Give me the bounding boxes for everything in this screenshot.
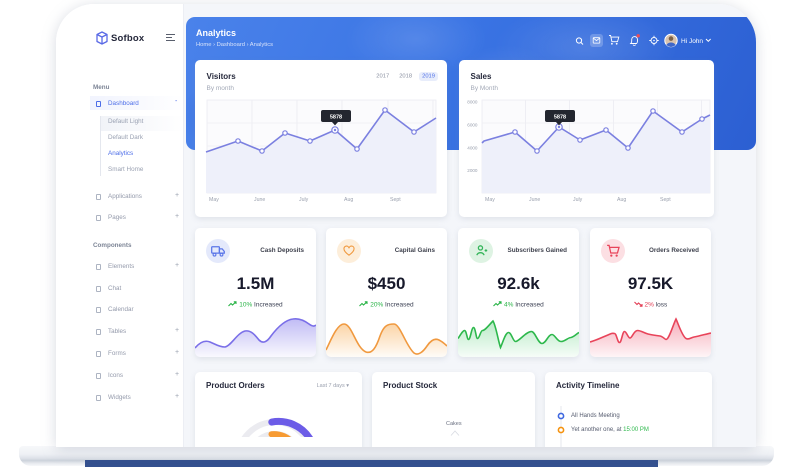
svg-text:2000: 2000 xyxy=(467,168,478,173)
svg-text:Sept: Sept xyxy=(390,197,401,203)
svg-text:June: June xyxy=(529,197,540,203)
svg-text:4000: 4000 xyxy=(467,146,478,151)
svg-text:5878: 5878 xyxy=(554,115,566,121)
svg-text:Hi John: Hi John xyxy=(681,38,703,45)
svg-text:6000: 6000 xyxy=(467,123,478,128)
svg-text:Sept: Sept xyxy=(660,197,671,203)
svg-text:8000: 8000 xyxy=(467,100,478,105)
svg-text:July: July xyxy=(573,197,583,203)
svg-text:May: May xyxy=(209,197,219,203)
svg-text:May: May xyxy=(485,197,495,203)
svg-text:July: July xyxy=(299,197,309,203)
svg-text:Aug: Aug xyxy=(617,197,626,203)
svg-text:June: June xyxy=(254,197,265,203)
svg-text:5878: 5878 xyxy=(329,115,341,121)
svg-text:Aug: Aug xyxy=(344,197,353,203)
